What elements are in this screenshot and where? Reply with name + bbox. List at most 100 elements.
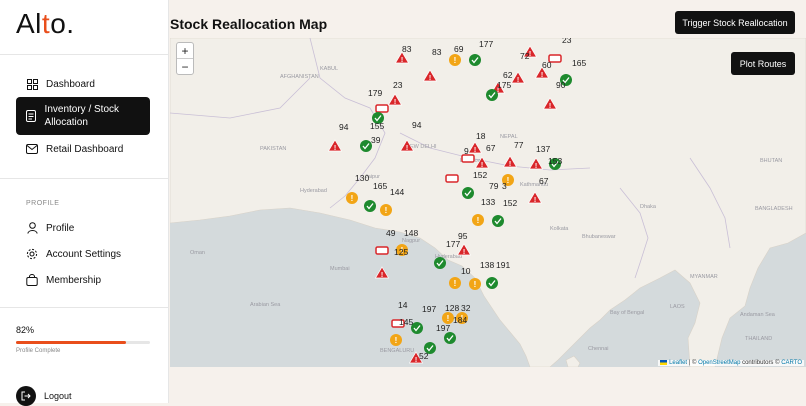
caution-marker-icon[interactable]: ! (346, 192, 358, 204)
ok-marker-icon[interactable] (411, 322, 423, 334)
warning-marker-icon[interactable]: ! (422, 69, 438, 82)
leaflet-link[interactable]: Leaflet (669, 360, 688, 366)
warning-marker-icon[interactable]: ! (534, 66, 550, 79)
svg-text:!: ! (549, 103, 551, 110)
ok-marker-icon[interactable] (462, 187, 474, 199)
ok-marker-icon[interactable] (424, 342, 436, 354)
nav-dashboard[interactable]: Dashboard (16, 76, 150, 92)
warning-marker-icon[interactable]: ! (502, 155, 518, 168)
osm-link[interactable]: OpenStreetMap (698, 360, 741, 366)
caution-marker-icon[interactable]: ! (390, 334, 402, 346)
warning-marker-icon[interactable]: ! (387, 93, 403, 106)
map[interactable]: KABUL AFGHANISTAN PAKISTAN NEW DELHI NEPAL BH… (170, 38, 806, 367)
section-label-profile: PROFILE (26, 200, 60, 207)
warning-marker-icon[interactable]: ! (510, 71, 526, 84)
ok-marker-icon[interactable] (560, 74, 572, 86)
ok-marker-icon[interactable] (444, 332, 456, 344)
zoom-out-button[interactable]: − (177, 58, 193, 74)
marker-count-label: 83 (402, 44, 412, 54)
ok-marker-icon[interactable] (372, 112, 384, 124)
place-label: BANGLADESH (755, 206, 793, 212)
marker-count-label: 175 (497, 80, 511, 90)
carto-link[interactable]: CARTO (781, 360, 802, 366)
svg-text:!: ! (474, 280, 477, 289)
warning-marker-icon[interactable]: ! (327, 139, 343, 152)
marker-count-label: 32 (461, 303, 471, 313)
warning-marker-icon[interactable]: ! (394, 51, 410, 64)
border-line (689, 157, 731, 249)
marker-count-label: 94 (339, 122, 349, 132)
bus-marker-icon[interactable] (375, 104, 389, 113)
warning-marker-icon[interactable]: ! (542, 97, 558, 110)
brand-logo[interactable]: Alto. (16, 8, 75, 39)
caution-marker-icon[interactable]: ! (380, 204, 392, 216)
nav-membership[interactable]: Membership (16, 272, 150, 288)
ok-marker-icon[interactable] (492, 215, 504, 227)
marker-count-label: 133 (481, 197, 495, 207)
ok-marker-icon[interactable] (360, 140, 372, 152)
nav-profile[interactable]: Profile (16, 220, 150, 236)
svg-text:!: ! (334, 145, 336, 152)
marker-count-label: 14 (398, 300, 408, 310)
bus-marker-icon[interactable] (445, 174, 459, 183)
warning-marker-icon[interactable]: ! (528, 157, 544, 170)
zoom-control: + − (176, 42, 194, 75)
place-label: MYANMAR (690, 274, 718, 280)
svg-text:!: ! (381, 272, 383, 279)
caution-marker-icon[interactable]: ! (469, 278, 481, 290)
svg-text:!: ! (385, 206, 388, 215)
svg-text:!: ! (395, 336, 398, 345)
place-label: Hyderabad (300, 188, 327, 194)
nav-inventory-stock-allocation[interactable]: Inventory / Stock Allocation (16, 97, 150, 135)
bus-marker-icon[interactable] (375, 246, 389, 255)
marker-count-label: 23 (562, 38, 572, 45)
ok-marker-icon[interactable] (434, 257, 446, 269)
nav-retail-dashboard[interactable]: Retail Dashboard (16, 141, 150, 157)
warning-marker-icon[interactable]: ! (374, 266, 390, 279)
profile-progress-fill (16, 341, 126, 344)
warning-marker-icon[interactable]: ! (474, 156, 490, 169)
ok-marker-icon[interactable] (486, 89, 498, 101)
bus-marker-icon[interactable] (461, 154, 475, 163)
marker-count-label: 3 (502, 181, 507, 191)
ok-marker-icon[interactable] (469, 54, 481, 66)
warning-marker-icon[interactable]: ! (456, 243, 472, 256)
svg-text:!: ! (401, 57, 403, 64)
plot-routes-button[interactable]: Plot Routes (731, 52, 795, 75)
logout-button[interactable]: Logout (16, 386, 72, 406)
caution-marker-icon[interactable]: ! (456, 312, 468, 324)
svg-text:!: ! (507, 176, 510, 185)
mail-icon (26, 143, 38, 155)
grid-icon (26, 78, 38, 90)
warning-marker-icon[interactable]: ! (522, 45, 538, 58)
warning-marker-icon[interactable]: ! (527, 191, 543, 204)
bus-marker-icon[interactable] (391, 319, 405, 328)
caution-marker-icon[interactable]: ! (472, 214, 484, 226)
caution-marker-icon[interactable]: ! (449, 54, 461, 66)
warning-marker-icon[interactable]: ! (399, 139, 415, 152)
marker-count-label: 79 (489, 181, 499, 191)
ok-marker-icon[interactable] (549, 158, 561, 170)
nav-account-settings[interactable]: Account Settings (16, 246, 150, 262)
border-line (619, 187, 649, 279)
svg-text:!: ! (463, 249, 465, 256)
warning-marker-icon[interactable]: ! (408, 351, 424, 364)
marker-count-label: 130 (355, 173, 369, 183)
bus-marker-icon[interactable] (548, 54, 562, 63)
caution-marker-icon[interactable]: ! (502, 174, 514, 186)
trigger-stock-reallocation-button[interactable]: Trigger Stock Reallocation (675, 11, 795, 34)
ok-marker-icon[interactable] (364, 200, 376, 212)
marker-count-label: 77 (532, 38, 542, 39)
border-line (309, 38, 386, 209)
warning-marker-icon[interactable]: ! (467, 141, 483, 154)
caution-marker-icon[interactable]: ! (449, 277, 461, 289)
caution-marker-icon[interactable]: ! (396, 244, 408, 256)
marker-count-label: 152 (473, 170, 487, 180)
place-label: NEPAL (500, 134, 518, 140)
place-label: BHUTAN (760, 158, 782, 164)
marker-count-label: 165 (572, 58, 586, 68)
ok-marker-icon[interactable] (486, 277, 498, 289)
caution-marker-icon[interactable]: ! (442, 312, 454, 324)
zoom-in-button[interactable]: + (181, 43, 189, 58)
